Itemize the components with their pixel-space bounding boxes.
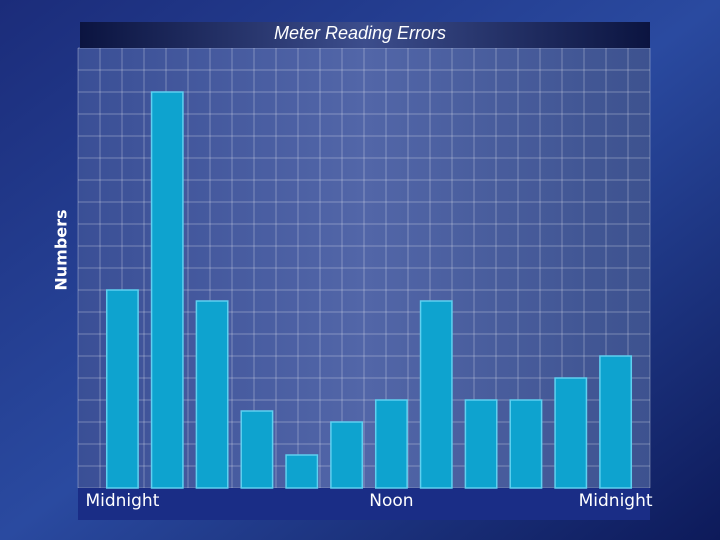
bar <box>554 377 588 489</box>
title-bar <box>80 22 650 48</box>
x-tick-label: Noon <box>369 491 413 511</box>
bar <box>240 410 274 489</box>
bar <box>105 289 139 489</box>
bar <box>330 421 364 489</box>
bar <box>374 399 408 489</box>
bar <box>419 300 453 489</box>
bar <box>195 300 229 489</box>
y-axis-label: Numbers <box>52 209 71 290</box>
bar <box>599 355 633 489</box>
x-tick-label: Midnight <box>579 491 653 511</box>
x-axis-strip <box>78 488 650 520</box>
bar <box>464 399 498 489</box>
chart-title: Meter Reading Errors <box>274 23 446 43</box>
bar <box>150 91 184 489</box>
bar <box>509 399 543 489</box>
bar <box>285 454 319 489</box>
x-tick-label: Midnight <box>85 491 159 511</box>
